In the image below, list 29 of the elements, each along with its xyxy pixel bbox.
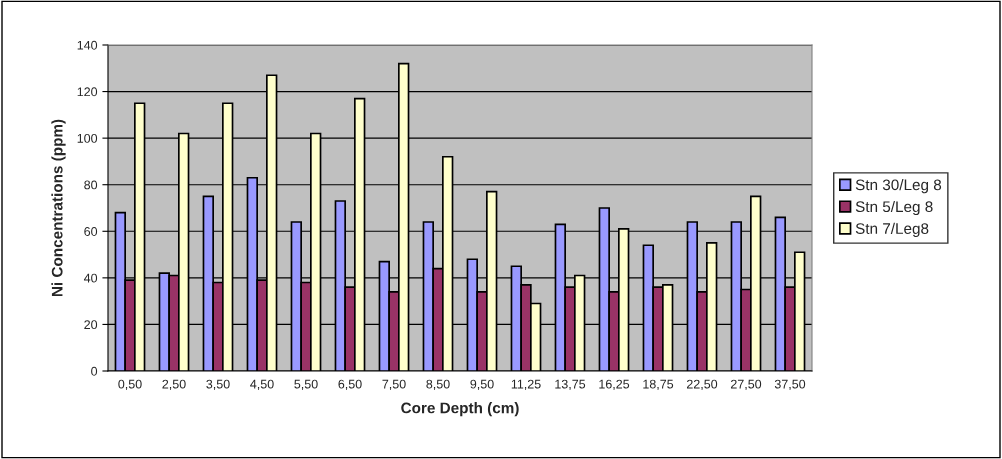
y-tick-label: 0 — [91, 366, 98, 376]
x-tick-label: 5,50 — [294, 379, 318, 390]
x-tick-label: 6,50 — [338, 379, 362, 390]
x-tick-label: 0,50 — [118, 379, 142, 390]
x-tick-label: 3,50 — [206, 379, 230, 390]
x-axis-title: Core Depth (cm) — [401, 402, 519, 417]
legend-label: Stn 7/Leg8 — [855, 222, 929, 237]
y-tick-label: 140 — [77, 40, 98, 50]
y-tick-label: 60 — [84, 227, 98, 236]
y-axis-title: Ni Concentrations (ppm) — [51, 119, 66, 297]
y-tick-label: 40 — [83, 273, 98, 283]
y-tick-label: 120 — [77, 87, 98, 97]
x-tick-label: 4,50 — [250, 379, 274, 390]
x-tick-label: 11,25 — [511, 379, 541, 390]
x-tick-label: 8,50 — [426, 379, 450, 390]
x-tick-label: 37,50 — [774, 379, 806, 390]
x-tick-label: 13,75 — [555, 379, 586, 390]
y-tick-label: 20 — [84, 320, 98, 330]
x-tick-label: 18,75 — [643, 379, 674, 390]
y-tick-label: 100 — [77, 133, 98, 143]
legend-label: Stn 5/Leg 8 — [855, 200, 933, 216]
x-tick-label: 16,25 — [599, 379, 630, 390]
legend-label: Stn 30/Leg 8 — [855, 179, 942, 194]
x-tick-label: 2,50 — [162, 379, 186, 390]
x-tick-label: 7,50 — [382, 379, 406, 390]
x-tick-label: 22,50 — [686, 379, 718, 390]
x-tick-label: 27,50 — [730, 379, 762, 390]
y-tick-label: 80 — [84, 180, 98, 190]
x-tick-label: 9,50 — [470, 379, 494, 390]
